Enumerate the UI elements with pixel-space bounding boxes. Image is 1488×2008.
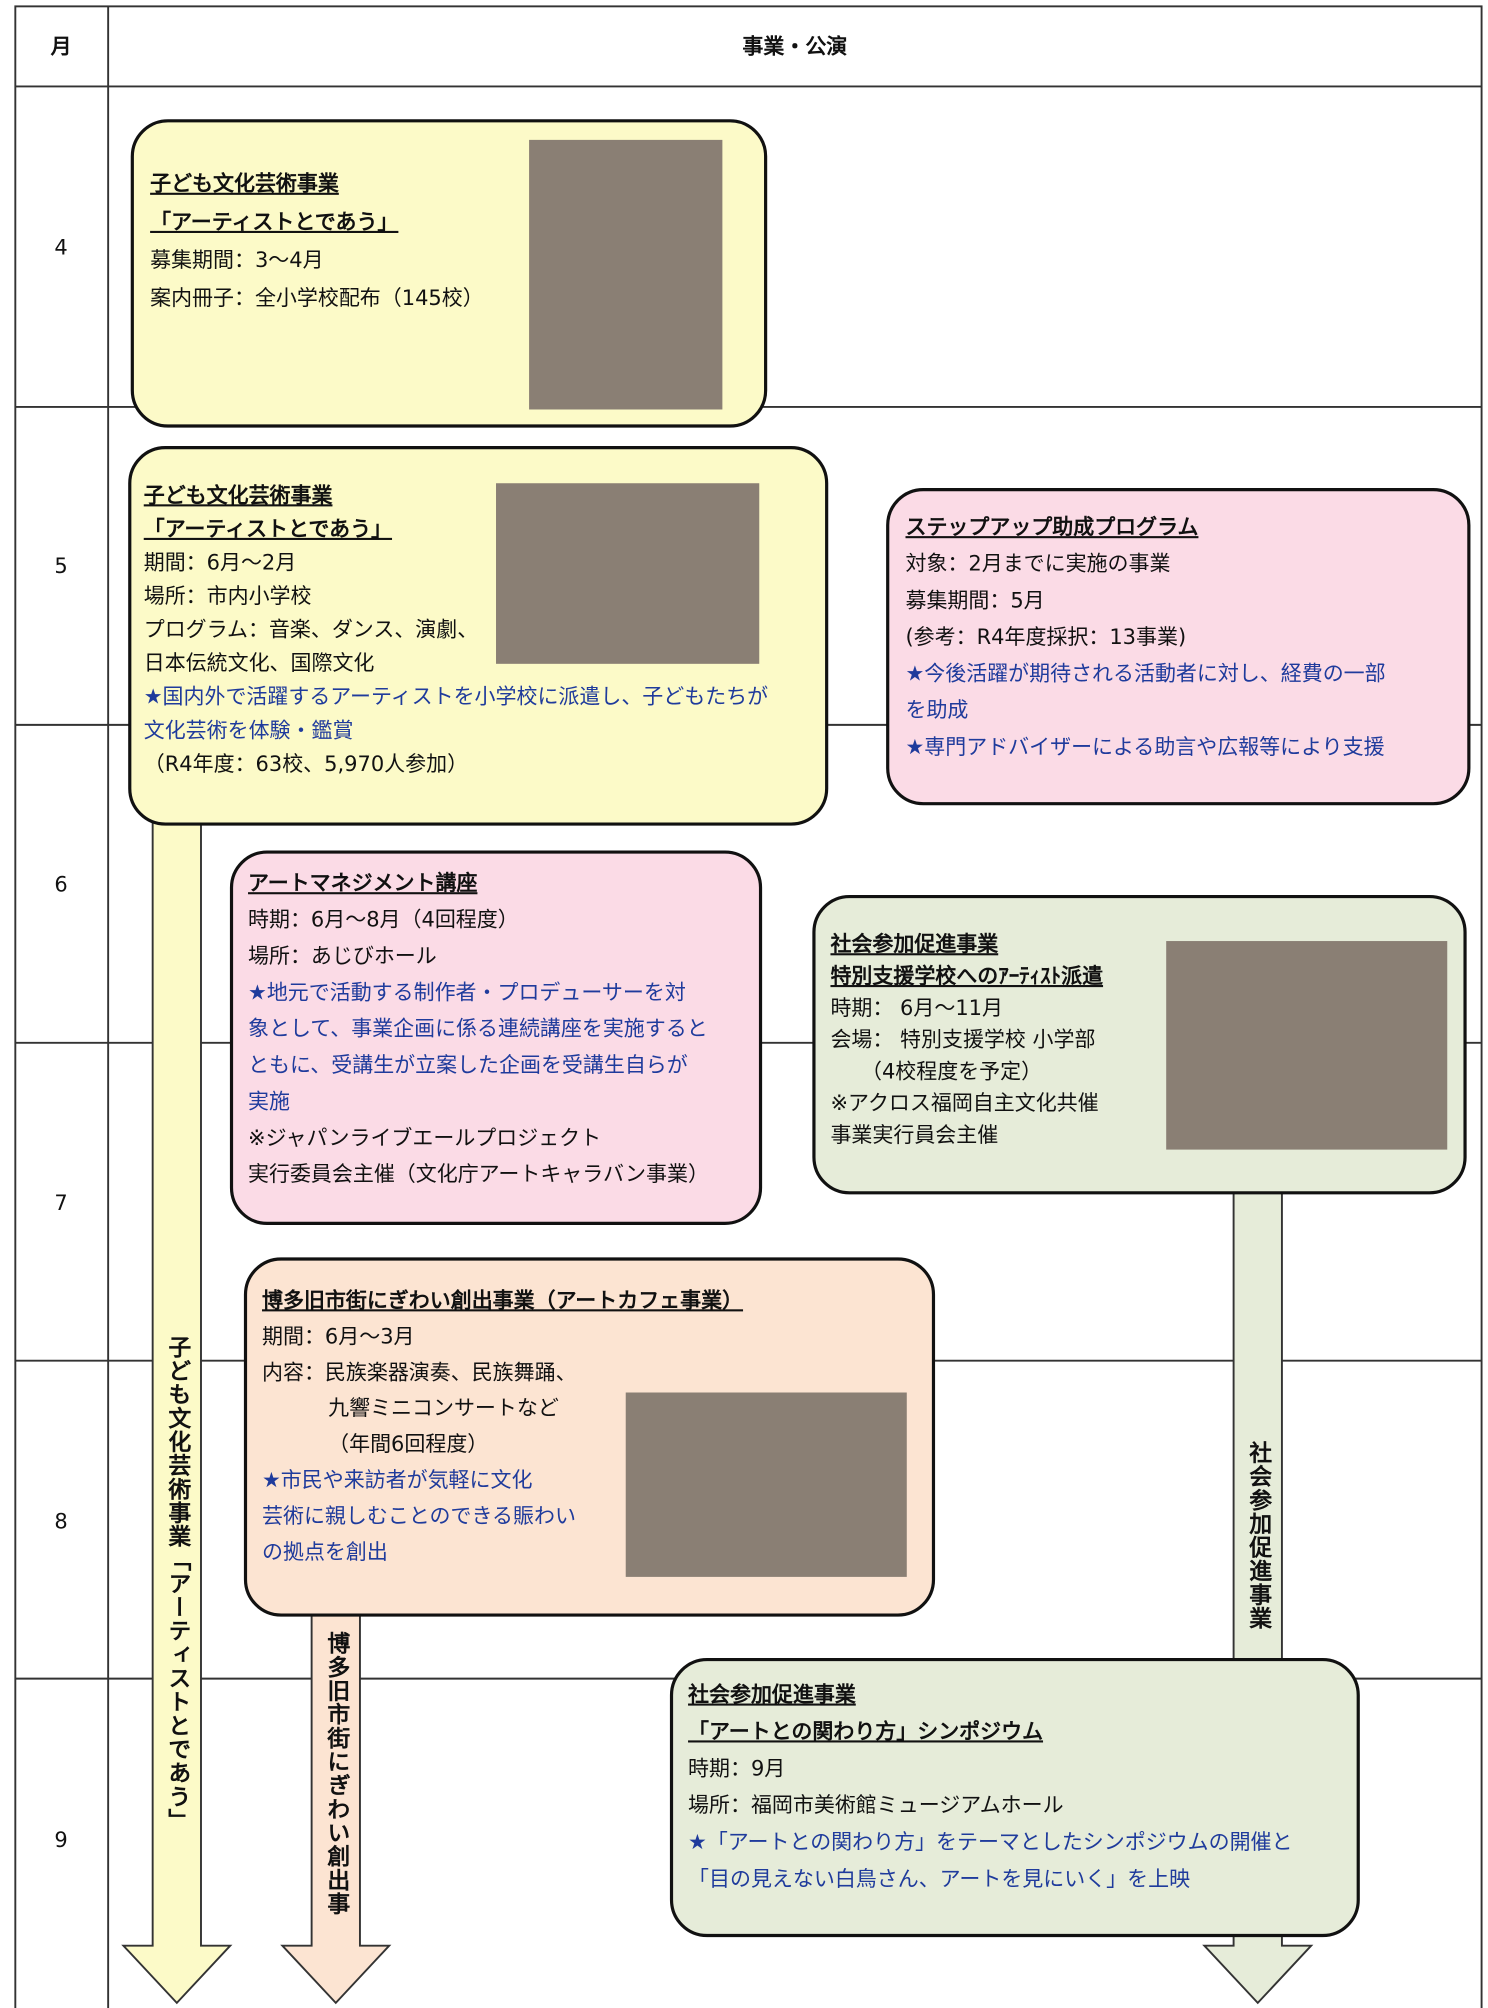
box-text: ★「アートとの関わり方」をテーマとしたシンポジウムの開催と [688, 1830, 1292, 1854]
box-title: ステップアップ助成プログラム [906, 515, 1199, 539]
box-text: （年間6回程度） [328, 1432, 488, 1456]
header-title: 事業・公演 [742, 34, 847, 58]
box-text: 内容：民族楽器演奏、民族舞踊、 [262, 1360, 577, 1384]
box-text: 期間：6月～3月 [262, 1324, 414, 1348]
arrow-label: 子ども文化芸術事業「アーティストとであう」 [164, 1335, 192, 1832]
box-title: 社会参加促進事業 [829, 932, 998, 956]
box-title: 社会参加促進事業 [687, 1683, 856, 1707]
photo [1166, 941, 1448, 1150]
event-box: 子ども文化芸術事業「アーティストとであう」募集期間：3～4月案内冊子：全小学校配… [130, 119, 768, 428]
box-text: （R4年度：63校、5,970人参加） [144, 752, 468, 776]
box-text: 事業実行員会主催 [830, 1123, 998, 1147]
box-title: 子ども文化芸術事業 [144, 483, 333, 507]
month-label: 8 [54, 1510, 67, 1534]
box-title: 「アーティストとであう」 [144, 517, 392, 541]
box-text: 場所：福岡市美術館ミュージアムホール [688, 1793, 1064, 1817]
box-title: 博多旧市街にぎわい創出事業（アートカフェ事業） [262, 1288, 743, 1312]
table-border [14, 5, 1483, 2008]
box-text: 場所：市内小学校 [144, 584, 312, 608]
box-text: ともに、受講生が立案した企画を受講生自らが [248, 1053, 688, 1077]
box-text: 時期： 6月～11月 [830, 996, 1003, 1020]
box-text: 時期：6月～8月（4回程度） [248, 908, 519, 932]
box-title: 「アーティストとであう」 [150, 210, 398, 234]
month-label: 5 [54, 554, 67, 578]
box-text: 場所：あじびホール [248, 944, 437, 968]
arrow-label: 社会参加促進事業 [1245, 1440, 1273, 1630]
box-text: 文化芸術を体験・鑑賞 [144, 718, 354, 742]
box-text: ※アクロス福岡自主文化共催 [830, 1091, 1098, 1115]
box-title: 特別支援学校へのｱｰﾃｨｽﾄ派遣 [830, 964, 1103, 988]
box-text: 象として、事業企画に係る連続講座を実施すると [248, 1017, 708, 1041]
arrow [1202, 1181, 1314, 2005]
box-background [669, 1657, 1360, 1938]
box-text: 時期：9月 [688, 1756, 785, 1780]
box-background [229, 850, 763, 1225]
box-text: プログラム：音楽、ダンス、演劇、 [144, 618, 478, 642]
event-box: 子ども文化芸術事業「アーティストとであう」期間：6月～2月場所：市内小学校プログ… [128, 446, 829, 826]
arrow [280, 1601, 392, 2005]
month-label: 6 [54, 872, 67, 896]
box-text: 芸術に親しむことのできる賑わい [262, 1504, 576, 1528]
box-title: アートマネジメント講座 [248, 871, 477, 895]
event-box: 博多旧市街にぎわい創出事業（アートカフェ事業） 期間：6月～3月内容：民族楽器演奏… [243, 1257, 936, 1617]
month-label: 4 [54, 235, 67, 259]
month-label: 9 [54, 1828, 67, 1852]
box-text: 募集期間：3～4月 [150, 248, 323, 272]
box-text: ★専門アドバイザーによる助言や広報等により支援 [906, 735, 1385, 759]
box-background [886, 488, 1471, 806]
box-text: 案内冊子：全小学校配布（145校） [150, 286, 484, 310]
box-text: 日本伝統文化、国際文化 [144, 651, 375, 675]
box-text: ※ジャパンライブエールプロジェクト [248, 1126, 601, 1150]
box-text: ★国内外で活躍するアーティストを小学校に派遣し、子どもたちが [144, 685, 768, 709]
box-text: 実行委員会主催（文化庁アートキャラバン事業） [248, 1162, 709, 1186]
arrow [121, 812, 233, 2005]
box-text: 実施 [248, 1089, 290, 1113]
box-text: を助成 [906, 698, 969, 722]
box-text: ★市民や来訪者が気軽に文化 [262, 1468, 532, 1492]
box-text: 対象：2月までに実施の事業 [906, 552, 1171, 576]
month-label: 7 [54, 1191, 67, 1215]
box-title: 子ども文化芸術事業 [150, 172, 339, 196]
box-text: の拠点を創出 [262, 1540, 388, 1564]
event-box: 社会参加促進事業「アートとの関わり方」シンポジウム時期：9月場所：福岡市美術館ミ… [669, 1657, 1360, 1938]
box-text: 会場： 特別支援学校 小学部 [830, 1028, 1095, 1052]
box-title: 「アートとの関わり方」シンポジウム [688, 1719, 1043, 1743]
arrow-label: 博多旧市街にぎわい創出事 [323, 1631, 351, 1916]
box-text: (参考：R4年度採択：13事業) [906, 625, 1187, 649]
photo [625, 1392, 907, 1577]
box-text: ★今後活躍が期待される活動者に対し、経費の一部 [906, 662, 1386, 686]
box-text: 九響ミニコンサートなど [328, 1396, 559, 1420]
photo [496, 483, 760, 664]
box-text: 「目の見えない白鳥さん、アートを見にいく」を上映 [688, 1867, 1190, 1891]
box-text: 期間：6月～2月 [144, 550, 297, 574]
box-text: ★地元で活動する制作者・プロデューサーを対 [248, 980, 686, 1004]
photo [529, 139, 723, 410]
box-text: 募集期間：5月 [906, 588, 1045, 612]
month-header: 月 [50, 34, 72, 58]
box-text: （4校程度を予定） [861, 1059, 1042, 1083]
